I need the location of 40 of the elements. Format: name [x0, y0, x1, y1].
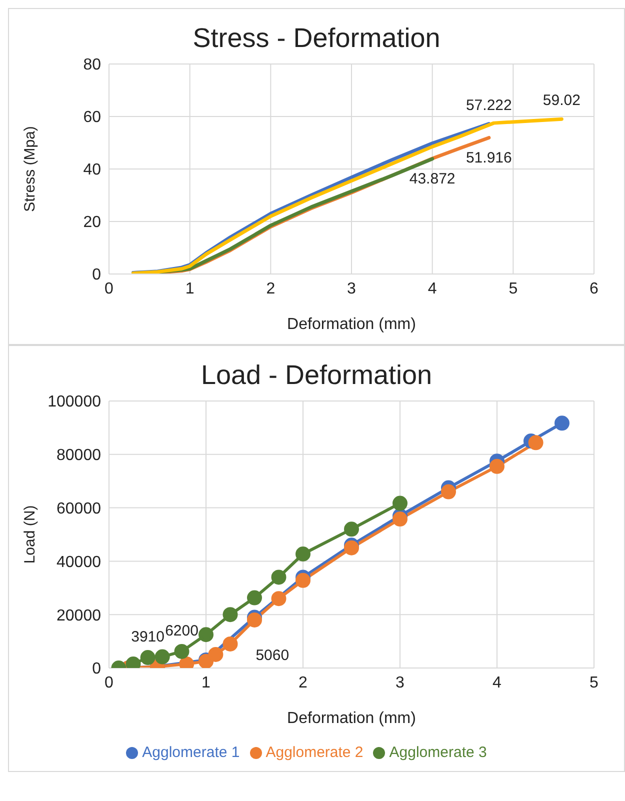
x-tick-label: 0	[104, 280, 114, 298]
x-tick-label: 3	[347, 280, 356, 298]
x-tick-label: 0	[104, 674, 114, 692]
y-tick-label: 0	[92, 660, 102, 678]
annotation: 43.872	[409, 170, 456, 188]
chart-title: Load - Deformation	[200, 359, 434, 391]
y-tick-label: 100000	[48, 394, 102, 411]
annotation: 5060	[256, 646, 290, 664]
x-tick-label: 1	[185, 280, 194, 298]
chart-title: Stress - Deformation	[192, 22, 442, 54]
x-tick-label: 3	[396, 674, 405, 692]
y-tick-label: 20000	[56, 607, 102, 624]
y-axis-title: Load (N)	[21, 505, 38, 564]
x-axis-title: Deformation (mm)	[287, 710, 416, 727]
legend-label: Agglomerate 3	[389, 744, 487, 761]
x-tick-label: 4	[492, 674, 502, 692]
x-tick-label: 5	[590, 674, 599, 692]
annotation: 59.02	[542, 92, 580, 110]
y-tick-label: 80	[83, 56, 102, 74]
x-tick-label: 4	[428, 280, 437, 298]
legend-label: Agglomerate 1	[142, 744, 240, 761]
legend-label: Agglomerate 2	[266, 744, 364, 761]
y-tick-label: 20	[83, 214, 102, 232]
y-tick-label: 80000	[56, 447, 102, 464]
annotation: 57.222	[466, 96, 512, 114]
x-tick-label: 5	[508, 280, 518, 298]
y-axis-title: Stress (Mpa)	[21, 126, 38, 212]
annotation: 6200	[165, 622, 198, 640]
annotation: 3910	[131, 628, 164, 646]
x-tick-label: 2	[298, 674, 308, 692]
y-tick-label: 0	[92, 266, 102, 284]
x-axis-title: Deformation (mm)	[287, 316, 416, 333]
x-tick-label: 6	[590, 280, 599, 298]
y-tick-label: 60000	[56, 500, 102, 518]
annotation: 51.916	[466, 149, 512, 166]
y-tick-label: 40	[83, 162, 102, 179]
x-tick-label: 2	[266, 280, 276, 298]
y-tick-label: 60	[83, 109, 102, 126]
x-tick-label: 1	[202, 674, 211, 692]
y-tick-label: 40000	[56, 554, 102, 571]
